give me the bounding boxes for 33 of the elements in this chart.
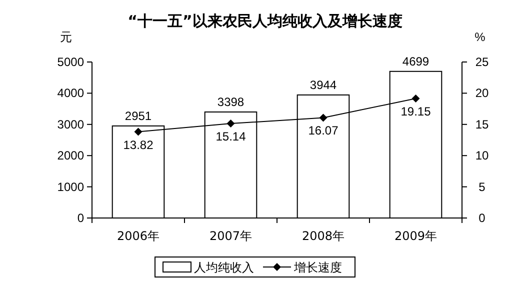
y2-tick-label: 5 — [478, 180, 486, 194]
y-tick-label: 0 — [77, 211, 84, 225]
point — [412, 94, 420, 103]
x-tick-label: 2008年 — [302, 229, 345, 243]
y-tick-label: 5000 — [57, 55, 84, 69]
x-tick-label: 2006年 — [116, 229, 160, 243]
data-label: 3944 — [310, 78, 337, 92]
data-label: 2951 — [124, 108, 152, 123]
data-label: 3398 — [217, 94, 244, 109]
point — [134, 128, 142, 136]
x-tick-label: 2009年 — [394, 229, 438, 243]
data-label: 19.15 — [400, 104, 432, 119]
legend-label: 增长速度 — [293, 260, 342, 274]
point — [319, 114, 328, 122]
y-tick-label: 3000 — [57, 117, 84, 132]
x-tick-label: 2007年 — [209, 229, 252, 243]
y-tick-label: 4000 — [57, 86, 84, 100]
y2-tick-label: 15 — [475, 117, 489, 132]
legend-label: 人均纯收入 — [194, 260, 254, 274]
y-tick-label: 2000 — [57, 148, 84, 163]
data-label: 13.82 — [123, 138, 154, 152]
y2-axis-title: % — [474, 30, 486, 44]
y-axis-title: 元 — [60, 30, 72, 44]
y2-tick-label: 20 — [475, 86, 489, 100]
data-label: 16.07 — [308, 124, 339, 138]
data-label: 15.14 — [216, 130, 246, 144]
y2-tick-label: 10 — [475, 148, 489, 163]
chart-title: “十一五”以来农民人均纯收入及增长速度 — [128, 12, 402, 30]
y-tick-label: 1000 — [57, 180, 84, 194]
y2-tick-label: 25 — [475, 55, 489, 69]
point — [226, 120, 235, 128]
data-label: 4699 — [402, 54, 430, 68]
y2-tick-label: 0 — [478, 211, 486, 225]
